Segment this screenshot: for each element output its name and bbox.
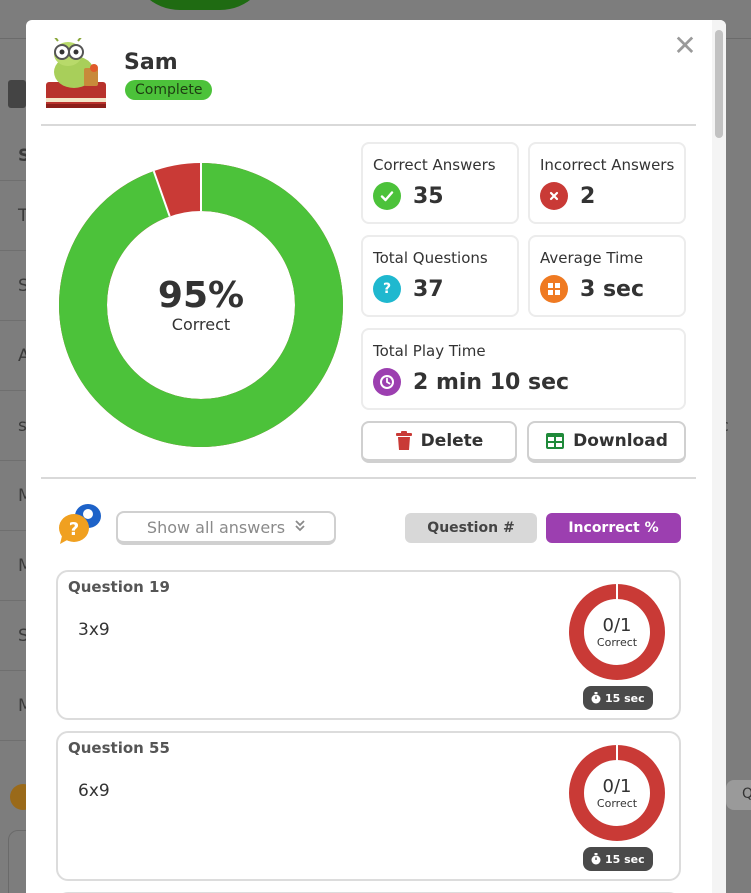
question-score-label: Correct xyxy=(596,796,638,810)
background-book-icon xyxy=(8,80,26,108)
background-row-divider xyxy=(0,460,30,461)
question-score-ring xyxy=(569,743,665,841)
delete-button[interactable]: Delete xyxy=(361,421,517,463)
question-score-label: Correct xyxy=(596,635,638,649)
background-row-text: A xyxy=(18,346,30,366)
total-questions-row: ? 37 xyxy=(373,275,444,303)
sort-by-question-button[interactable]: Question # xyxy=(405,513,537,543)
question-mark-icon: ? xyxy=(373,275,401,303)
question-time-value: 15 sec xyxy=(605,691,645,705)
score-donut-chart: 95% Correct xyxy=(56,160,346,450)
header-divider xyxy=(41,124,696,126)
score-donut-svg xyxy=(59,163,343,447)
average-time-value: 3 sec xyxy=(580,276,645,302)
donut-center: 95% Correct xyxy=(56,160,346,450)
player-avatar-icon xyxy=(46,38,106,108)
total-questions-value: 37 xyxy=(413,276,444,302)
sort-by-incorrect-label: Incorrect % xyxy=(568,520,659,536)
question-score: 0/1 Correct xyxy=(567,582,667,682)
average-time-row: 3 sec xyxy=(540,275,644,303)
question-time-value: 15 sec xyxy=(605,852,645,866)
trash-icon xyxy=(395,431,413,451)
incorrect-answers-card: Incorrect Answers 2 xyxy=(528,142,686,224)
donut-percent: 95% xyxy=(157,274,245,316)
question-score-value: 0/1 xyxy=(602,775,632,797)
background-row-text: s xyxy=(18,416,27,436)
question-text: 3x9 xyxy=(78,620,110,640)
question-title: Question 19 xyxy=(68,578,170,596)
actions-divider xyxy=(41,477,696,479)
stopwatch-icon xyxy=(591,692,601,704)
question-card[interactable]: Question 19 3x9 0/1 Correct 15 sec xyxy=(56,570,681,720)
total-questions-card: Total Questions ? 37 xyxy=(361,235,519,317)
sort-by-question-label: Question # xyxy=(427,520,515,536)
background-header-shape xyxy=(130,0,270,10)
background-question-button-label: Q xyxy=(742,786,751,802)
modal-scrollbar-thumb[interactable] xyxy=(715,30,723,138)
total-play-time-value: 2 min 10 sec xyxy=(413,369,570,395)
background-row-text: S xyxy=(18,276,29,296)
delete-button-label: Delete xyxy=(420,431,484,451)
sort-by-incorrect-button[interactable]: Incorrect % xyxy=(546,513,681,543)
double-chevron-down-icon xyxy=(295,519,305,535)
question-time-badge: 15 sec xyxy=(583,847,653,871)
correct-answers-row: 35 xyxy=(373,182,444,210)
correct-answers-value: 35 xyxy=(413,183,444,209)
background-row-text: S xyxy=(18,626,29,646)
background-row-divider xyxy=(0,320,30,321)
total-questions-label: Total Questions xyxy=(373,249,488,267)
cross-icon xyxy=(540,182,568,210)
correct-answers-label: Correct Answers xyxy=(373,156,496,174)
stopwatch-icon xyxy=(591,853,601,865)
background-row-divider xyxy=(0,740,30,741)
donut-separator xyxy=(152,170,171,217)
background-row-divider xyxy=(0,180,30,181)
spreadsheet-icon xyxy=(545,432,565,450)
average-time-card: Average Time 3 sec xyxy=(528,235,686,317)
background-row-text: T xyxy=(18,206,29,226)
clock-icon xyxy=(373,368,401,396)
total-play-time-label: Total Play Time xyxy=(373,342,486,360)
modal-scrollbar[interactable] xyxy=(712,20,726,893)
background-row-divider xyxy=(0,670,30,671)
total-play-time-row: 2 min 10 sec xyxy=(373,368,569,396)
download-button-label: Download xyxy=(573,431,668,451)
average-time-label: Average Time xyxy=(540,249,644,267)
incorrect-answers-value: 2 xyxy=(580,183,596,209)
correct-answers-card: Correct Answers 35 xyxy=(361,142,519,224)
show-answers-dropdown-label: Show all answers xyxy=(146,517,286,537)
question-card[interactable]: Question 55 6x9 0/1 Correct 15 sec xyxy=(56,731,681,881)
background-row-divider xyxy=(0,530,30,531)
background-row-divider xyxy=(0,250,30,251)
question-title: Question 55 xyxy=(68,739,170,757)
svg-text:?: ? xyxy=(69,519,79,540)
question-chat-icon: ? xyxy=(59,504,101,544)
total-play-time-card: Total Play Time 2 min 10 sec xyxy=(361,328,686,410)
incorrect-answers-row: 2 xyxy=(540,182,595,210)
close-button[interactable]: ✕ xyxy=(673,29,697,62)
background-question-button: Q xyxy=(726,780,751,810)
question-time-badge: 15 sec xyxy=(583,686,653,710)
download-button[interactable]: Download xyxy=(527,421,686,463)
incorrect-answers-label: Incorrect Answers xyxy=(540,156,675,174)
checkmark-icon xyxy=(373,182,401,210)
question-text: 6x9 xyxy=(78,781,110,801)
status-badge: Complete xyxy=(125,80,213,100)
donut-percent-label: Correct xyxy=(171,314,231,334)
grid-icon xyxy=(540,275,568,303)
show-answers-dropdown[interactable]: Show all answers xyxy=(116,511,336,545)
player-report-modal: ✕ Sam Complete 95% Correct Correct xyxy=(26,20,726,893)
player-name: Sam xyxy=(124,50,178,75)
question-score-ring xyxy=(569,582,665,680)
background-row-divider xyxy=(0,390,30,391)
question-score-value: 0/1 xyxy=(602,614,632,636)
question-score: 0/1 Correct xyxy=(567,743,667,843)
background-row-divider xyxy=(0,600,30,601)
